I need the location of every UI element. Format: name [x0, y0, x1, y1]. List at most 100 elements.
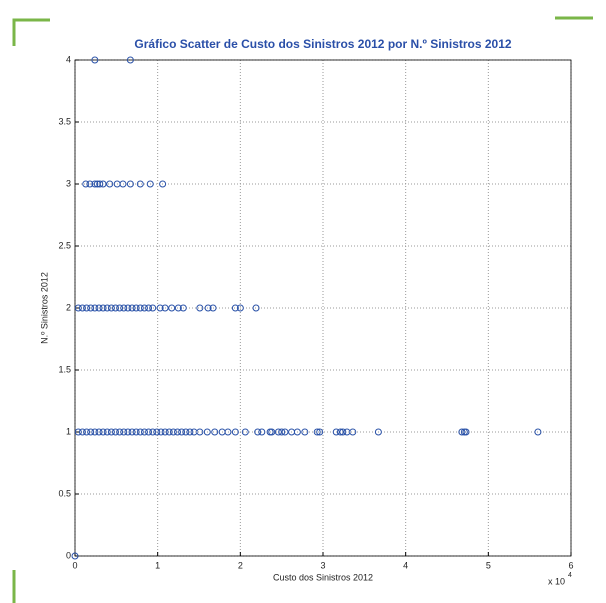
point	[156, 304, 164, 312]
point	[145, 304, 153, 312]
point	[126, 56, 134, 64]
point	[95, 428, 103, 436]
point	[116, 428, 124, 436]
point	[224, 428, 232, 436]
point	[186, 428, 194, 436]
point	[161, 304, 169, 312]
x-tick-label: 3	[320, 560, 325, 570]
point	[136, 428, 144, 436]
point	[258, 428, 266, 436]
point	[91, 428, 99, 436]
y-tick-label: 0	[66, 550, 71, 560]
point	[78, 304, 86, 312]
point	[99, 304, 107, 312]
point	[174, 428, 182, 436]
y-tick-label: 1.5	[58, 364, 71, 374]
point	[112, 428, 120, 436]
point	[178, 428, 186, 436]
point	[236, 304, 244, 312]
point	[119, 180, 127, 188]
point	[211, 428, 219, 436]
point	[241, 428, 249, 436]
point	[140, 428, 148, 436]
point	[107, 304, 115, 312]
point	[281, 428, 289, 436]
point	[278, 428, 286, 436]
point	[332, 428, 340, 436]
point	[182, 428, 190, 436]
point	[339, 428, 347, 436]
corner-decoration	[12, 18, 50, 46]
point	[149, 428, 157, 436]
point	[157, 428, 165, 436]
point	[161, 428, 169, 436]
point	[91, 56, 99, 64]
point	[120, 304, 128, 312]
y-tick-label: 3	[66, 178, 71, 188]
point	[87, 304, 95, 312]
x-tick-label: 1	[155, 560, 160, 570]
point	[136, 180, 144, 188]
point	[116, 304, 124, 312]
point	[204, 304, 212, 312]
point	[74, 304, 82, 312]
point	[132, 304, 140, 312]
point	[83, 428, 91, 436]
point	[83, 304, 91, 312]
point	[252, 304, 260, 312]
point	[458, 428, 466, 436]
point	[103, 428, 111, 436]
point	[336, 428, 344, 436]
point	[149, 304, 157, 312]
point	[231, 428, 239, 436]
y-tick-label: 3.5	[58, 116, 71, 126]
point	[86, 180, 94, 188]
x-tick-label: 2	[238, 560, 243, 570]
point	[106, 180, 114, 188]
point	[99, 428, 107, 436]
point	[140, 304, 148, 312]
point	[74, 428, 82, 436]
point	[120, 428, 128, 436]
y-tick-label: 0.5	[58, 488, 71, 498]
point	[95, 304, 103, 312]
point	[301, 428, 309, 436]
y-tick-label: 4	[66, 54, 71, 64]
point	[146, 180, 154, 188]
x-multiplier-exponent: 4	[568, 572, 572, 579]
point	[374, 428, 382, 436]
x-axis-label: Custo dos Sinistros 2012	[273, 572, 373, 582]
y-tick-label: 2	[66, 302, 71, 312]
point	[293, 428, 301, 436]
point	[203, 428, 211, 436]
point	[91, 180, 99, 188]
point	[349, 428, 357, 436]
x-multiplier: x 10	[548, 576, 565, 586]
point	[196, 304, 204, 312]
point	[209, 304, 217, 312]
point	[91, 304, 99, 312]
y-tick-label: 1	[66, 426, 71, 436]
x-tick-label: 5	[486, 560, 491, 570]
point	[145, 428, 153, 436]
point	[231, 304, 239, 312]
point	[128, 428, 136, 436]
point	[126, 180, 134, 188]
point	[99, 180, 107, 188]
point	[96, 180, 104, 188]
chart-title: Gráfico Scatter de Custo dos Sinistros 2…	[134, 37, 511, 51]
point	[316, 428, 324, 436]
x-tick-label: 6	[568, 560, 573, 570]
point	[196, 428, 204, 436]
point	[82, 180, 90, 188]
y-tick-label: 2.5	[58, 240, 71, 250]
x-tick-label: 0	[72, 560, 77, 570]
point	[153, 428, 161, 436]
point	[534, 428, 542, 436]
x-tick-label: 4	[403, 560, 408, 570]
point	[179, 304, 187, 312]
point	[254, 428, 262, 436]
point	[169, 428, 177, 436]
